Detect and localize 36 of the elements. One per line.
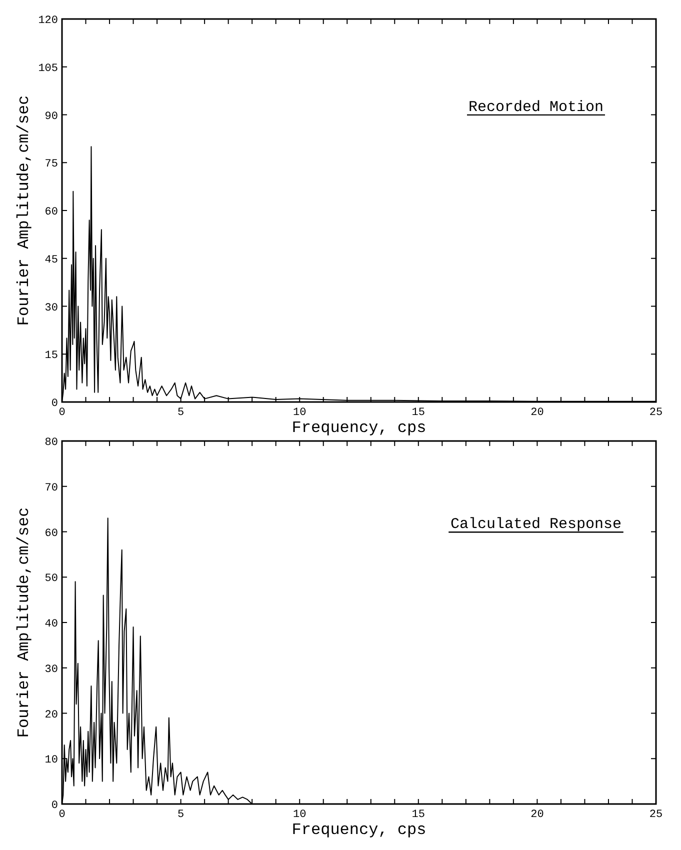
y-tick-label: 70 [44,482,58,494]
y-tick-label: 30 [44,664,58,676]
x-axis-title: Frequency, cps [292,419,426,437]
y-tick-label: 75 [44,158,58,171]
x-tick-label: 5 [177,407,184,419]
x-axis-title: Frequency, cps [292,821,426,839]
y-tick-label: 60 [44,528,58,540]
y-tick-label: 0 [51,398,58,410]
y-axis-title: Fourier Amplitude,cm/sec [15,507,33,738]
y-tick-label: 120 [38,15,58,27]
y-axis-title: Fourier Amplitude,cm/sec [15,95,33,326]
annotation: Recorded Motion [468,98,604,116]
y-tick-label: 80 [44,437,58,449]
x-tick-label: 15 [412,809,425,821]
y-tick-label: 45 [44,254,58,266]
x-tick-label: 0 [58,407,66,419]
x-tick-label: 10 [293,407,306,419]
x-tick-label: 20 [530,407,544,419]
y-tick-label: 20 [44,709,58,722]
y-tick-label: 60 [44,206,58,218]
y-tick-label: 50 [44,573,58,586]
y-tick-label: 15 [44,350,58,362]
y-tick-label: 105 [38,62,58,75]
x-tick-label: 10 [293,809,306,821]
y-tick-label: 30 [44,302,58,314]
x-tick-label: 20 [530,809,544,821]
x-tick-label: 0 [58,809,66,821]
x-tick-label: 15 [412,407,425,419]
x-tick-label: 5 [177,809,184,821]
y-tick-label: 0 [51,800,58,812]
y-tick-label: 90 [44,110,58,123]
x-tick-label: 25 [649,407,663,419]
x-tick-label: 25 [649,809,663,821]
annotation: Calculated Response [450,516,622,534]
y-tick-label: 40 [44,618,58,630]
y-tick-label: 10 [44,754,58,767]
